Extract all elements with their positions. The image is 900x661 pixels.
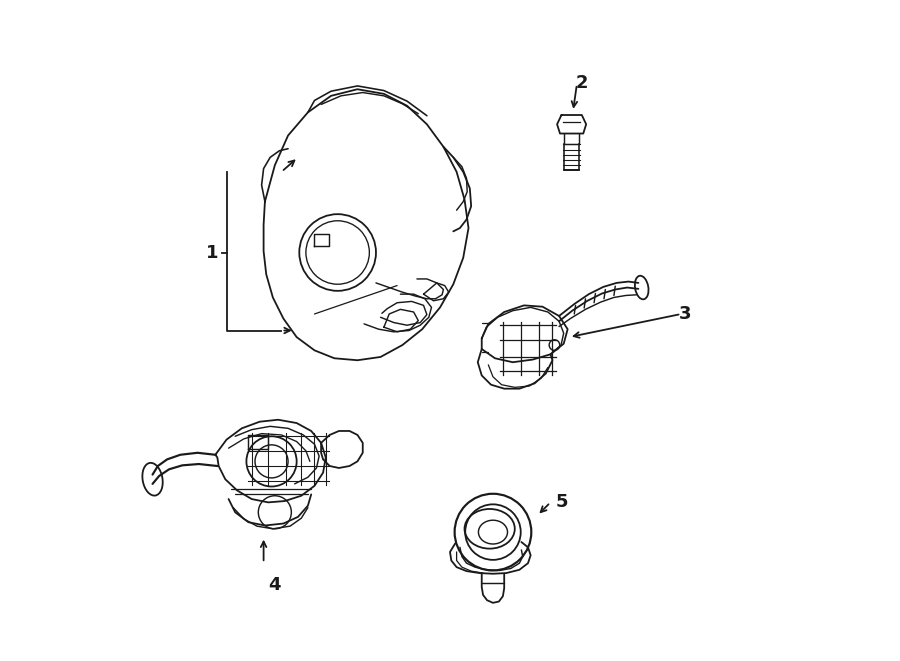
Text: 2: 2 [576,73,589,92]
Text: 5: 5 [556,493,569,512]
Text: 1: 1 [206,243,219,262]
Text: 4: 4 [268,576,281,594]
Text: 3: 3 [679,305,691,323]
